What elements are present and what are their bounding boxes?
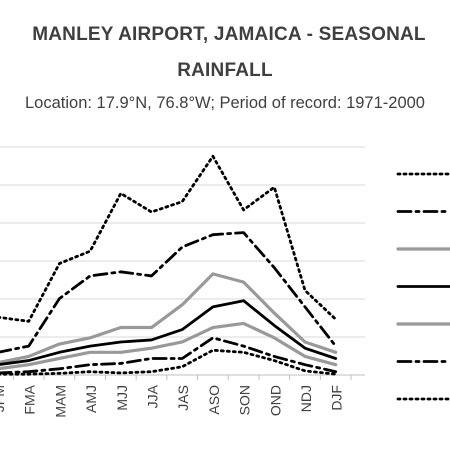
gridlines bbox=[0, 146, 365, 338]
series-line-3 bbox=[0, 272, 338, 364]
chart-title-line-2: RAINFALL bbox=[177, 60, 273, 81]
x-tick-label: SON bbox=[237, 385, 253, 415]
series-line-7 bbox=[0, 348, 338, 376]
series-line-6 bbox=[0, 336, 338, 375]
x-tick-label: FMA bbox=[22, 384, 38, 414]
x-tick-label: JAS bbox=[175, 385, 191, 411]
series-line-4 bbox=[0, 299, 338, 366]
chart-subtitle: Location: 17.9°N, 76.8°W; Period of reco… bbox=[25, 94, 425, 112]
x-tick-label: ASO bbox=[206, 385, 222, 415]
x-tick-label: DJF bbox=[329, 385, 345, 411]
x-tick-label: JJA bbox=[145, 384, 161, 408]
x-tick-label: NDJ bbox=[298, 385, 314, 412]
series-line-1 bbox=[0, 154, 338, 323]
legend bbox=[396, 172, 450, 401]
series-line-5 bbox=[0, 321, 338, 371]
x-tick-label: MJJ bbox=[114, 385, 130, 411]
x-tick-label: OND bbox=[267, 385, 283, 416]
x-tick-label: AMJ bbox=[83, 385, 99, 413]
x-tick-label: MAM bbox=[52, 385, 68, 418]
x-tick-label: JFM bbox=[0, 385, 7, 412]
chart-title-line-1: MANLEY AIRPORT, JAMAICA - SEASONAL bbox=[32, 24, 426, 45]
series-line-2 bbox=[0, 231, 338, 354]
